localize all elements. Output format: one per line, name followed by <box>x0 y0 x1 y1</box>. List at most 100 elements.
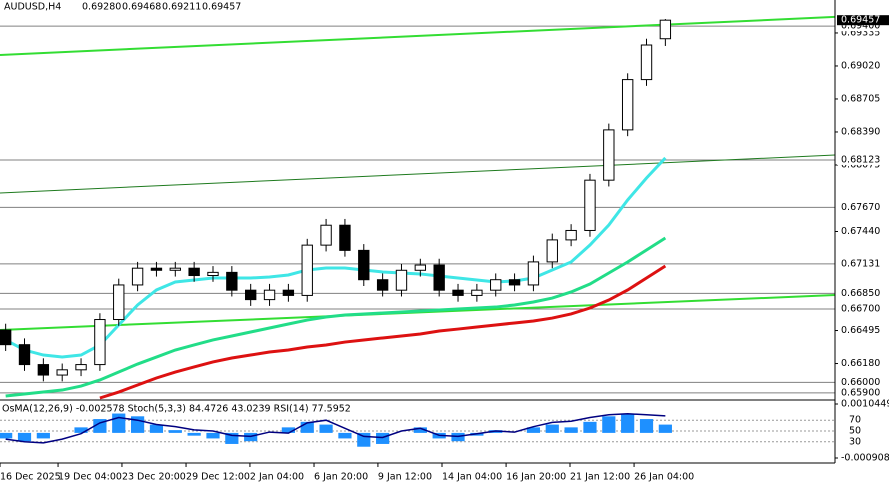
osma-bar <box>112 413 126 433</box>
candle-body <box>169 267 181 271</box>
level-label-box <box>837 21 889 32</box>
trendline <box>0 154 836 194</box>
level-label-box <box>837 258 889 269</box>
x-tick-label: 26 Jan 04:00 <box>634 472 694 483</box>
last-price: 0.69457 <box>841 15 880 26</box>
quote-value: 0.69468 <box>122 2 161 13</box>
osma-bar <box>319 424 333 433</box>
candle-body <box>452 289 464 296</box>
osc-y2-tick-label: 30 <box>849 436 861 447</box>
osma-bar <box>149 424 164 433</box>
osma-bar <box>206 432 220 439</box>
osma-bar <box>545 424 559 433</box>
candle-body <box>245 289 257 301</box>
level-label: 0.68123 <box>841 154 880 165</box>
candle-body <box>131 267 144 286</box>
y-tick-label: 0.66180 <box>841 358 880 369</box>
oscillator-line <box>5 412 666 444</box>
x-tick-label: 29 Dec 12:00 <box>186 472 250 483</box>
candle-body <box>113 284 125 321</box>
candle-body <box>659 19 672 40</box>
osma-bar <box>281 427 295 433</box>
candle-body <box>433 264 445 291</box>
candle-body <box>226 271 238 291</box>
x-tick-label: 23 Dec 20:00 <box>122 472 186 483</box>
level-label-box <box>837 387 889 398</box>
osma-bar <box>583 421 597 433</box>
candle-body <box>188 267 200 277</box>
y-tick-label: 0.69335 <box>841 27 880 38</box>
x-tick-label: 14 Jan 04:00 <box>442 472 502 483</box>
moving-average <box>99 264 667 400</box>
quote-value: 0.69457 <box>202 2 241 13</box>
last-price-box <box>837 15 889 26</box>
candle-body <box>508 279 521 286</box>
y-tick-label: 0.68390 <box>841 126 880 137</box>
osma-bar <box>300 421 314 433</box>
candle-body <box>395 269 408 291</box>
candle-body <box>0 329 12 346</box>
osc-y-tick-label: -0.000908 <box>841 453 889 464</box>
osma-bar <box>225 432 239 444</box>
candle-body <box>527 261 540 286</box>
osma-bar <box>376 432 390 444</box>
level-label: 0.67131 <box>841 258 880 269</box>
trendline <box>0 15 836 56</box>
y-tick-label: 0.68705 <box>841 93 880 104</box>
x-tick-label: 2 Jan 04:00 <box>250 472 304 483</box>
candle-body <box>320 224 332 246</box>
candle-body <box>546 239 558 263</box>
level-label-box <box>837 377 889 388</box>
level-label: 0.66700 <box>841 304 880 315</box>
moving-average <box>5 236 667 398</box>
x-tick-label: 21 Jan 12:00 <box>570 472 630 483</box>
candle-body <box>339 224 351 251</box>
osma-bar <box>74 427 88 433</box>
level-label: 0.65900 <box>841 387 880 398</box>
candle-body <box>603 129 615 181</box>
candle-body <box>565 229 577 241</box>
candle-body <box>414 264 427 271</box>
symbol-title: AUDUSD,H4 <box>4 2 61 13</box>
level-label: 0.67670 <box>841 202 880 213</box>
osma-bar <box>602 416 616 433</box>
y-tick-label: 0.68075 <box>841 159 880 170</box>
osma-bar <box>526 427 541 433</box>
osc-y-tick-label: 0.0010449 <box>841 399 889 410</box>
candle-body <box>75 364 87 371</box>
level-label: 0.69400 <box>841 21 880 32</box>
quote-value: 0.69211 <box>162 2 201 13</box>
candle-body <box>640 44 653 81</box>
candle-body <box>56 369 68 376</box>
osma-bar <box>564 427 578 433</box>
x-tick-label: 6 Jan 20:00 <box>314 472 368 483</box>
y-tick-label: 0.67440 <box>841 226 880 237</box>
candle-body <box>94 319 106 366</box>
candle-body <box>207 271 219 277</box>
candle-body <box>37 364 50 376</box>
candle-body <box>471 289 483 296</box>
y-tick-label: 0.66495 <box>841 325 880 336</box>
candle-body <box>301 244 313 296</box>
level-label-box <box>837 154 889 165</box>
x-tick-label: 16 Jan 20:00 <box>506 472 566 483</box>
candle-body <box>621 79 634 131</box>
candle-body <box>376 279 389 291</box>
osma-bar <box>17 432 32 442</box>
osma-bar <box>36 432 50 439</box>
level-label: 0.66850 <box>841 288 880 299</box>
candle-body <box>358 249 370 281</box>
candle-body <box>490 279 502 291</box>
candle-body <box>150 267 163 271</box>
osma-bar <box>621 413 635 433</box>
candle-body <box>263 289 276 301</box>
osma-bar <box>0 432 13 439</box>
candle-body <box>18 344 31 366</box>
osma-bar <box>658 424 672 433</box>
quote-value: 0.69280 <box>82 2 121 13</box>
indicator-title: OsMA(12,26,9) -0.002578 Stoch(5,3,3) 84.… <box>2 404 351 415</box>
level-label-box <box>837 304 889 315</box>
osma-bar <box>413 427 427 433</box>
